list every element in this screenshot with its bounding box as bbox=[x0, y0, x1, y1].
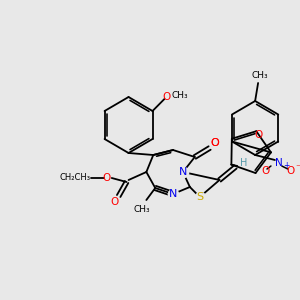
Text: O: O bbox=[210, 138, 219, 148]
Text: H: H bbox=[240, 158, 247, 168]
Text: O: O bbox=[111, 197, 119, 207]
Text: O: O bbox=[286, 166, 295, 176]
Text: +: + bbox=[284, 161, 290, 170]
Text: O: O bbox=[210, 138, 219, 148]
Text: CH₃: CH₃ bbox=[172, 91, 188, 100]
Text: O: O bbox=[103, 173, 111, 183]
Text: N: N bbox=[179, 167, 187, 177]
Text: O: O bbox=[254, 130, 262, 140]
Text: S: S bbox=[196, 192, 203, 202]
Text: CH₂CH₃: CH₂CH₃ bbox=[60, 173, 91, 182]
Point bbox=[197, 195, 202, 200]
Text: N: N bbox=[275, 158, 283, 168]
Point bbox=[212, 141, 217, 146]
Text: CH₃: CH₃ bbox=[252, 70, 268, 80]
Text: O: O bbox=[261, 166, 269, 176]
Text: ⁻: ⁻ bbox=[295, 163, 300, 173]
Text: O: O bbox=[162, 92, 170, 102]
Point bbox=[181, 169, 185, 174]
Point bbox=[171, 192, 176, 197]
Text: N: N bbox=[169, 189, 177, 199]
Text: CH₃: CH₃ bbox=[133, 206, 150, 214]
